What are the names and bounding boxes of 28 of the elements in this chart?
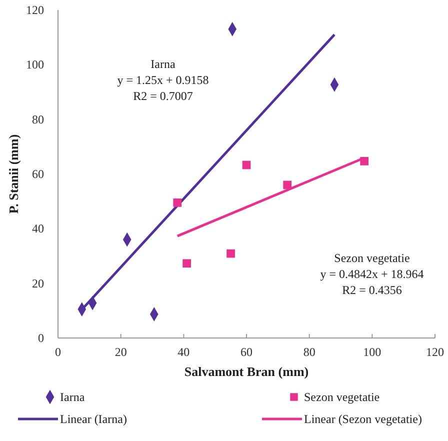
x-tick-label: 80 xyxy=(303,345,316,359)
y-tick-label: 40 xyxy=(32,222,44,236)
y-tick-label: 20 xyxy=(32,276,44,290)
legend-label: Linear (Sezon vegetatie) xyxy=(304,412,422,426)
x-tick-label: 0 xyxy=(55,345,61,359)
legend-label: Iarna xyxy=(60,390,86,404)
y-tick-label: 60 xyxy=(32,167,44,181)
y-tick-label: 100 xyxy=(26,58,44,72)
y-tick-label: 80 xyxy=(32,112,44,126)
point xyxy=(173,198,182,207)
legend-label: Linear (Iarna) xyxy=(60,412,127,426)
legend-label: Sezon vegetatie xyxy=(304,390,380,404)
y-tick-label: 120 xyxy=(26,3,44,17)
x-tick-label: 40 xyxy=(178,345,190,359)
annotation: Sezon vegetatie y = 0.4842x + 18.964 R2 = 0.4356 xyxy=(320,251,424,297)
point xyxy=(226,249,235,258)
x-tick-label: 60 xyxy=(240,345,252,359)
point xyxy=(360,156,368,166)
x-tick-label: 120 xyxy=(426,345,444,359)
y-axis-title: P. Stanii (mm) xyxy=(6,134,21,214)
x-tick-label: 20 xyxy=(114,345,127,359)
point xyxy=(242,160,251,170)
x-tick-label: 100 xyxy=(363,345,382,359)
annotation: Iarna y = 1.25x + 0.9158 R2 = 0.7007 xyxy=(117,57,209,103)
point xyxy=(182,259,191,268)
x-axis-title: Salvamont Bran (mm) xyxy=(184,364,309,379)
point xyxy=(283,180,292,190)
y-tick-label: 0 xyxy=(38,331,44,345)
